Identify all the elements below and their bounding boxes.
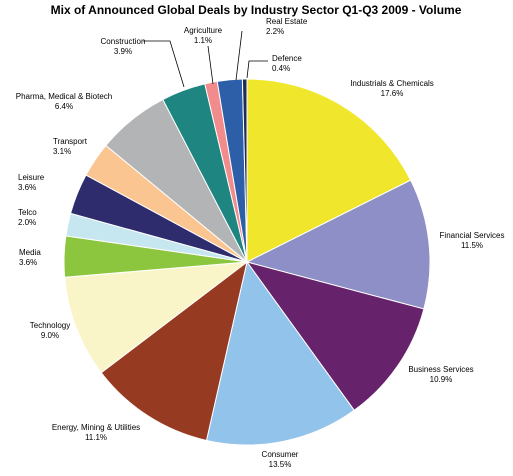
slice-label-business-services: Business Services: [408, 365, 473, 374]
slice-label-pharma-medical-and-biotech: Pharma, Medical & Biotech: [16, 92, 113, 101]
pie-slice-business-services: [245, 261, 425, 412]
slice-label-telco: Telco: [18, 208, 37, 217]
slice-value-leisure: 3.6%: [18, 183, 36, 192]
pie-slice-industrials-and-chemicals: [246, 78, 412, 263]
slice-value-agriculture: 1.1%: [194, 36, 212, 45]
pie-slice-financial-services: [245, 179, 431, 310]
slice-value-construction: 3.9%: [114, 47, 132, 56]
slice-label-construction: Construction: [101, 37, 146, 46]
leader-line-construction: [143, 40, 185, 88]
leader-lines: [143, 30, 268, 88]
pie-slice-technology: [64, 261, 249, 374]
slice-label-industrials-and-chemicals: Industrials & Chemicals: [350, 79, 434, 88]
slice-label-consumer: Consumer: [262, 450, 299, 459]
chart-title: Mix of Announced Global Deals by Industr…: [51, 3, 462, 17]
slice-value-industrials-and-chemicals: 17.6%: [381, 89, 404, 98]
slice-label-real-estate: Real Estate: [266, 17, 308, 26]
pie-slice-energy-mining-and-utilities: [100, 260, 248, 442]
slice-label-leisure: Leisure: [18, 173, 45, 182]
slice-value-media: 3.6%: [19, 258, 37, 267]
slice-label-technology: Technology: [30, 321, 70, 330]
pie-slice-defence: [241, 78, 248, 263]
slice-label-financial-services: Financial Services: [440, 231, 505, 240]
slice-value-technology: 9.0%: [41, 331, 59, 340]
slice-value-energy-mining-and-utilities: 11.1%: [85, 433, 107, 442]
slice-value-business-services: 10.9%: [430, 375, 453, 384]
slice-label-energy-mining-and-utilities: Energy, Mining & Utilities: [52, 423, 140, 432]
slice-label-defence: Defence: [272, 54, 302, 63]
leader-line-agriculture: [207, 45, 214, 85]
slice-label-agriculture: Agriculture: [184, 26, 223, 35]
pie-slices: [63, 78, 431, 446]
slice-value-pharma-medical-and-biotech: 6.4%: [55, 102, 73, 111]
pie-slice-consumer: [205, 260, 355, 446]
leader-line-real-estate: [235, 30, 243, 81]
slice-value-telco: 2.0%: [18, 218, 36, 227]
slice-value-financial-services: 11.5%: [461, 241, 483, 250]
slice-value-defence: 0.4%: [272, 64, 290, 73]
leader-line-defence: [246, 60, 268, 79]
slice-label-media: Media: [19, 248, 41, 257]
slice-value-real-estate: 2.2%: [266, 27, 284, 36]
slice-value-consumer: 13.5%: [269, 460, 292, 469]
slice-label-transport: Transport: [53, 137, 88, 146]
slice-value-transport: 3.1%: [53, 147, 71, 156]
